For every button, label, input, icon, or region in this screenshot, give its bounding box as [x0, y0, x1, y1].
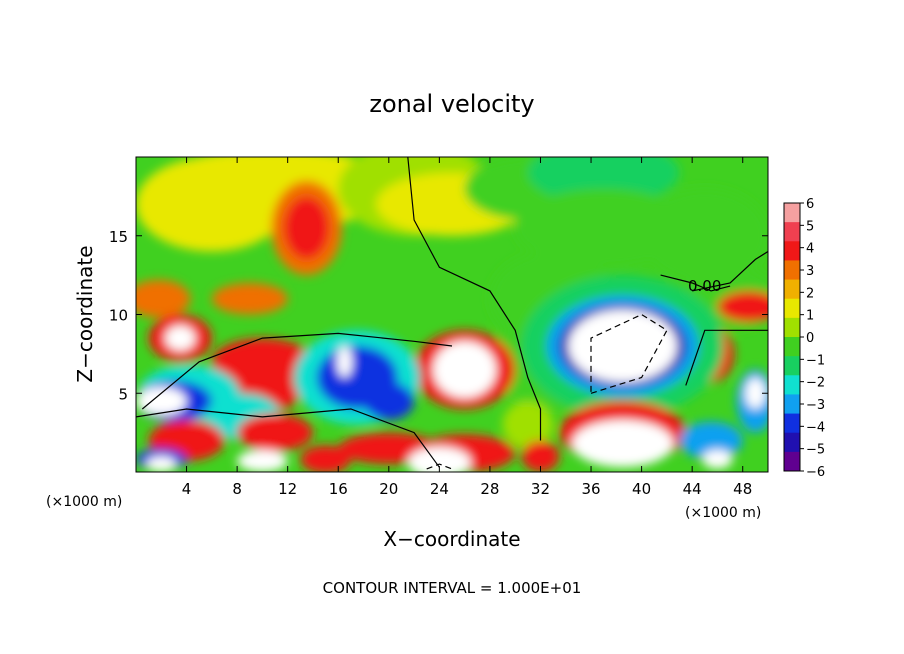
- colorbar-swatch: [784, 222, 800, 242]
- colorbar-label: −6: [806, 465, 825, 480]
- zero-contour: [141, 332, 453, 410]
- colorbar-swatch: [784, 260, 800, 281]
- colorbar-label: 5: [806, 219, 814, 234]
- x-axis-label: X−coordinate: [383, 527, 520, 551]
- colorbar-swatch: [784, 432, 800, 453]
- x-tick-label: 20: [379, 480, 398, 498]
- colorbar-label: 3: [806, 264, 814, 279]
- colorbar-label: 6: [806, 197, 814, 212]
- velocity-region: [146, 456, 177, 472]
- colorbar-label: −5: [806, 443, 825, 458]
- velocity-region: [433, 341, 497, 398]
- colorbar-swatch: [784, 375, 800, 395]
- plot-area: [136, 157, 768, 472]
- colorbar-label: −4: [806, 420, 825, 435]
- velocity-region: [745, 377, 766, 409]
- x-units-label-right: (×1000 m): [685, 505, 761, 521]
- velocity-region: [572, 420, 674, 468]
- y-tick-label: 15: [109, 228, 128, 246]
- colorbar-swatch: [784, 394, 800, 415]
- x-tick-label: 40: [632, 480, 651, 498]
- velocity-region: [521, 440, 560, 472]
- x-tick-label: 44: [683, 480, 702, 498]
- x-tick-label: 8: [232, 480, 242, 498]
- velocity-region: [136, 386, 187, 416]
- x-tick-label: 16: [329, 480, 348, 498]
- zero-contour: [660, 274, 731, 292]
- velocity-region: [136, 279, 191, 318]
- x-tick-label: 24: [430, 480, 449, 498]
- zero-contour: [590, 313, 668, 394]
- velocity-region: [211, 283, 288, 315]
- zero-contour: [426, 463, 453, 470]
- colorbar-swatch: [784, 241, 800, 261]
- velocity-region: [300, 445, 351, 472]
- velocity-region: [679, 421, 743, 460]
- velocity-region: [283, 196, 330, 260]
- colorbar-label: −2: [806, 376, 825, 391]
- colorbar-label: 0: [806, 331, 814, 346]
- x-tick-label: 12: [278, 480, 297, 498]
- y-tick-label: 5: [118, 385, 128, 403]
- colorbar: 6 5 4 3 2 1 0 −1 −2 −3 −4 −5 −6: [783, 197, 825, 480]
- colorbar-swatch: [784, 356, 800, 376]
- colorbar-swatch: [784, 451, 800, 472]
- velocity-region: [641, 188, 768, 283]
- colorbar-swatch: [784, 298, 800, 319]
- velocity-region: [717, 290, 768, 323]
- velocity-region: [702, 449, 733, 469]
- zero-contour: [692, 250, 768, 292]
- colorbar-swatch: [784, 413, 800, 434]
- x-tick-label: 32: [531, 480, 550, 498]
- colorbar-label: 2: [806, 286, 814, 301]
- contour-interval-note: CONTOUR INTERVAL = 1.000E+01: [323, 579, 582, 597]
- y-axis-label: Z−coordinate: [73, 245, 97, 382]
- y-tick-label: 10: [109, 307, 128, 325]
- velocity-region: [336, 346, 353, 378]
- x-tick-label: 28: [480, 480, 499, 498]
- colorbar-swatch: [784, 279, 800, 300]
- velocity-region: [568, 309, 677, 383]
- x-units-label-left: (×1000 m): [46, 494, 122, 510]
- velocity-region: [165, 325, 196, 351]
- colorbar-swatch: [784, 317, 800, 338]
- x-tick-label: 36: [581, 480, 600, 498]
- colorbar-label: −3: [806, 398, 825, 413]
- x-tick-label: 4: [182, 480, 192, 498]
- colorbar-swatch: [784, 337, 800, 357]
- velocity-region: [237, 449, 288, 472]
- zero-contour: [685, 329, 768, 386]
- chart-title: zonal velocity: [369, 90, 534, 118]
- colorbar-label: 1: [806, 309, 814, 324]
- colorbar-label: −1: [806, 353, 825, 368]
- contour-label: 0.00: [688, 277, 721, 295]
- velocity-region: [211, 338, 313, 386]
- zero-contour: [136, 408, 440, 468]
- colorbar-label: 4: [806, 242, 814, 257]
- colorbar-swatch: [784, 203, 800, 223]
- x-tick-label: 48: [733, 480, 752, 498]
- velocity-region: [237, 413, 313, 452]
- zero-contour: [407, 157, 542, 441]
- velocity-region: [407, 446, 471, 472]
- velocity-region: [136, 157, 288, 252]
- velocity-region: [363, 382, 415, 421]
